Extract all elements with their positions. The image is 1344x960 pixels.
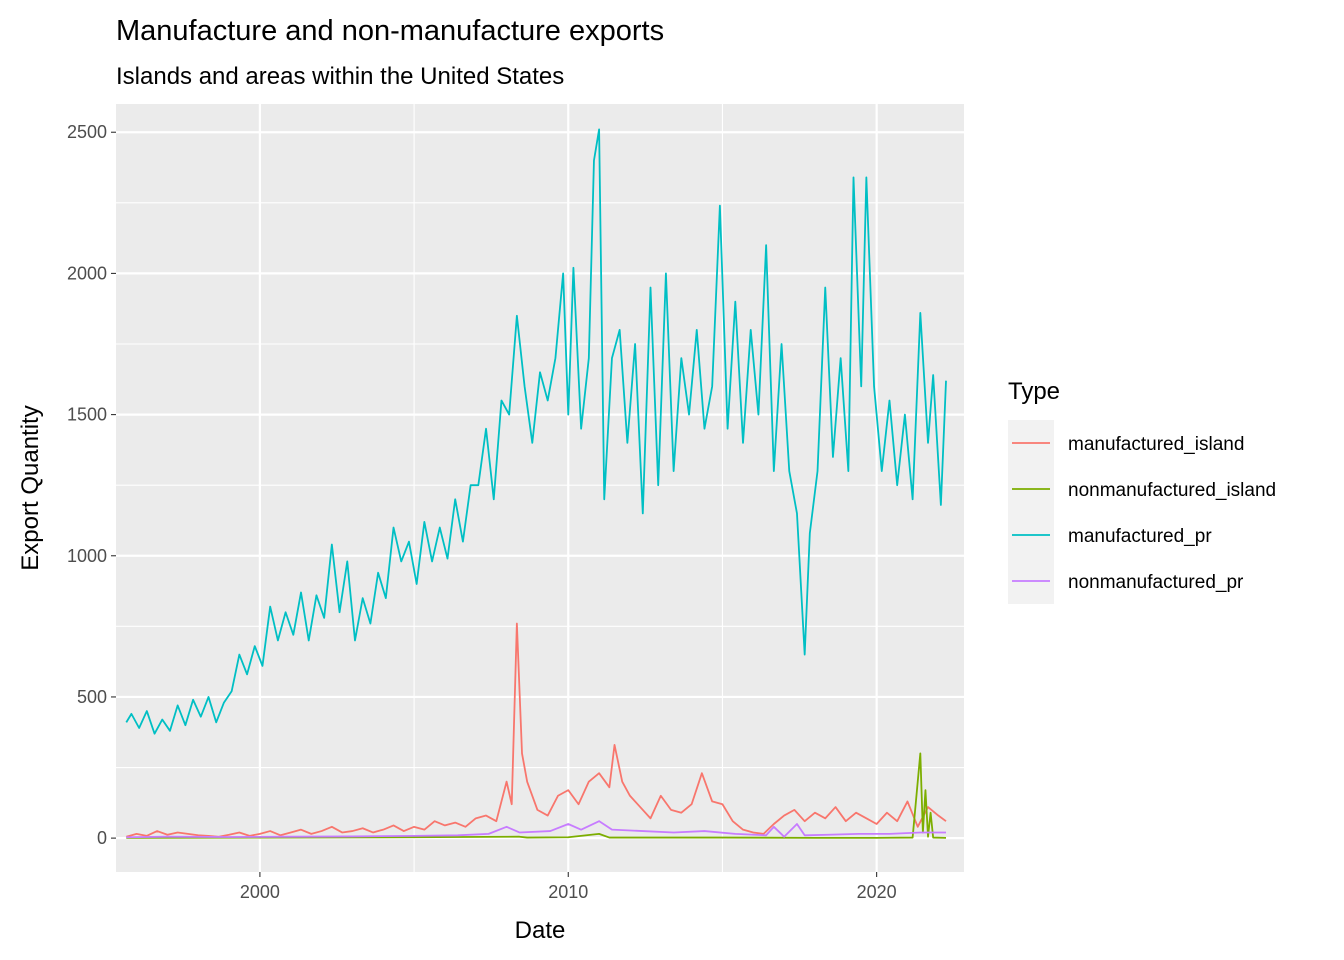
legend-items: manufactured_island nonmanufactured_islan… — [1008, 420, 1276, 604]
x-axis-title: Date — [515, 917, 566, 944]
y-tick-label: 1500 — [67, 405, 107, 425]
y-tick-label: 1000 — [67, 546, 107, 566]
x-tick-label: 2020 — [857, 882, 897, 902]
legend-label: nonmanufactured_pr — [1068, 572, 1244, 593]
legend-label: manufactured_island — [1068, 434, 1244, 455]
series-line-manufactured-pr — [125, 128, 947, 735]
series-line-nonmanufactured-pr — [126, 820, 947, 839]
legend-label: nonmanufactured_island — [1068, 480, 1276, 501]
series-lines — [125, 128, 947, 839]
plot-panel — [116, 104, 964, 872]
x-tick-label: 2010 — [548, 882, 588, 902]
grid-minor — [116, 104, 964, 872]
x-axis: 2000 2010 2020 — [240, 872, 897, 902]
chart-subtitle: Islands and areas within the United Stat… — [116, 63, 564, 90]
legend-label: manufactured_pr — [1068, 526, 1212, 547]
y-axis: 0 500 1000 1500 2000 2500 — [67, 122, 116, 848]
legend-title: Type — [1008, 378, 1060, 405]
x-tick-label: 2000 — [240, 882, 280, 902]
y-tick-label: 0 — [97, 828, 107, 848]
y-tick-label: 2000 — [67, 263, 107, 283]
y-axis-title: Export Quantity — [17, 405, 44, 570]
y-tick-label: 500 — [77, 687, 107, 707]
chart-title: Manufacture and non-manufacture exports — [116, 15, 664, 47]
legend: Type manufactured_island nonmanufactured_… — [1008, 378, 1276, 604]
grid-major — [116, 104, 964, 872]
series-line-nonmanufactured-island — [126, 752, 947, 839]
y-tick-label: 2500 — [67, 122, 107, 142]
series-line-manufactured-island — [126, 622, 947, 838]
